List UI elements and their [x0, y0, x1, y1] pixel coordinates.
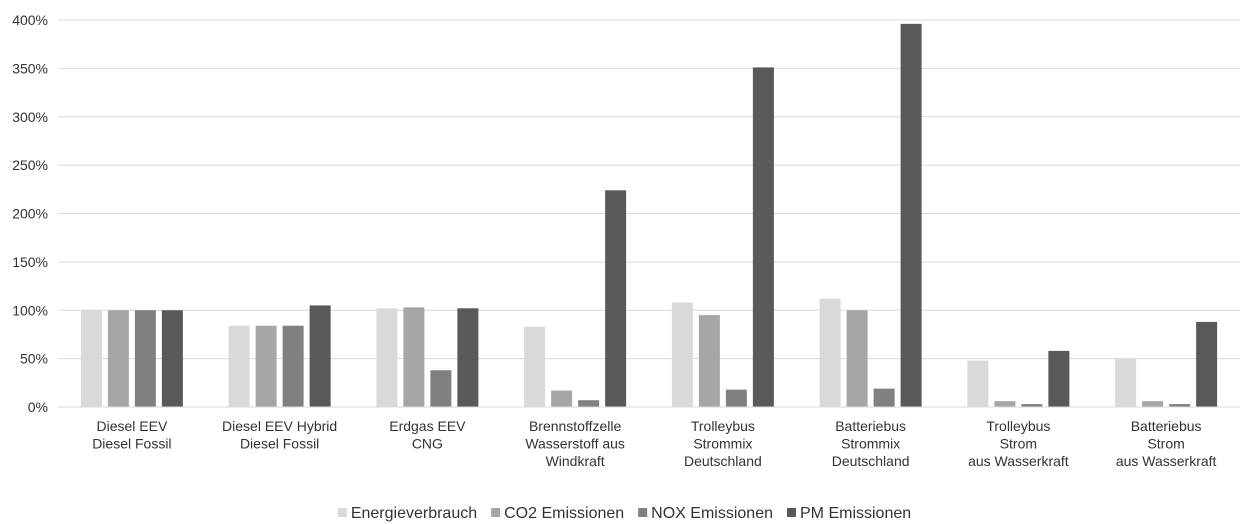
- bar: [161, 310, 183, 407]
- legend-label: PM Emissionen: [800, 505, 911, 522]
- legend-swatch: [491, 508, 501, 517]
- legend-item: PM Emissionen: [787, 505, 911, 522]
- bar: [403, 307, 425, 407]
- bar: [671, 302, 693, 407]
- x-category-label: Batteriebus Strom aus Wasserkraft: [1116, 418, 1217, 469]
- bar: [1142, 401, 1164, 407]
- x-category-label: Trolleybus Strommix Deutschland: [684, 418, 762, 469]
- bar: [430, 370, 452, 407]
- legend-item: CO2 Emissionen: [491, 505, 624, 522]
- y-tick-label: 200%: [12, 206, 48, 222]
- bar: [994, 401, 1016, 407]
- legend-label: NOX Emissionen: [651, 505, 773, 522]
- x-axis-category-labels: Diesel EEV Diesel Fossil Diesel EEV Hybrid…: [92, 418, 1216, 469]
- x-category-label: Diesel EEV Hybrid Diesel Fossil: [222, 418, 337, 452]
- bar: [282, 325, 304, 407]
- bar: [873, 388, 895, 407]
- y-tick-label: 300%: [12, 109, 48, 125]
- bar: [107, 310, 129, 407]
- legend-swatch: [787, 508, 797, 517]
- legend-label: Energieverbrauch: [351, 505, 477, 522]
- x-category-label: Trolleybus Strom aus Wasserkraft: [968, 418, 1069, 469]
- legend-item: Energieverbrauch: [337, 505, 477, 522]
- legend-label: CO2 Emissionen: [504, 505, 624, 522]
- bar: [1048, 350, 1070, 407]
- x-category-label: Erdgas EEV CNG: [389, 418, 466, 452]
- legend-swatch: [638, 508, 648, 517]
- y-tick-label: 50%: [20, 351, 48, 367]
- legend-swatch: [337, 508, 347, 517]
- bar: [80, 310, 102, 407]
- bar: [255, 325, 277, 407]
- bar: [605, 190, 627, 407]
- legend: Energieverbrauch CO2 Emissionen NOX Emissi…: [337, 505, 911, 522]
- x-category-label: Brennstoffzelle Wasserstoff aus Windkraft: [525, 418, 625, 469]
- bar: [376, 308, 398, 407]
- bar: [752, 67, 774, 407]
- bar: [551, 390, 573, 407]
- y-tick-label: 100%: [12, 302, 48, 318]
- y-axis-tick-labels: 0% 50% 100% 150% 200% 250% 300% 350% 400%: [12, 12, 48, 415]
- x-category-label: Diesel EEV Diesel Fossil: [92, 418, 171, 452]
- x-category-label: Batteriebus Strommix Deutschland: [832, 418, 910, 469]
- bar: [228, 325, 250, 407]
- bar: [134, 310, 156, 407]
- y-tick-label: 350%: [12, 60, 48, 76]
- y-tick-label: 250%: [12, 157, 48, 173]
- bar: [309, 305, 331, 407]
- legend-item: NOX Emissionen: [638, 505, 773, 522]
- bar: [967, 360, 989, 407]
- bar: [698, 315, 720, 407]
- y-tick-label: 0%: [28, 399, 48, 415]
- bar: [524, 326, 546, 407]
- bar: [1169, 404, 1191, 407]
- bars: [80, 23, 1218, 408]
- y-tick-label: 400%: [12, 12, 48, 28]
- bar: [900, 23, 922, 408]
- bar: [1115, 358, 1137, 407]
- bar: [725, 389, 747, 407]
- bar: [578, 400, 600, 407]
- bar: [1021, 404, 1043, 407]
- bar: [457, 308, 479, 407]
- bar: [846, 310, 868, 407]
- y-tick-label: 150%: [12, 254, 48, 270]
- bar: [819, 298, 841, 407]
- gridlines: [58, 19, 1240, 360]
- bar: [1196, 321, 1218, 407]
